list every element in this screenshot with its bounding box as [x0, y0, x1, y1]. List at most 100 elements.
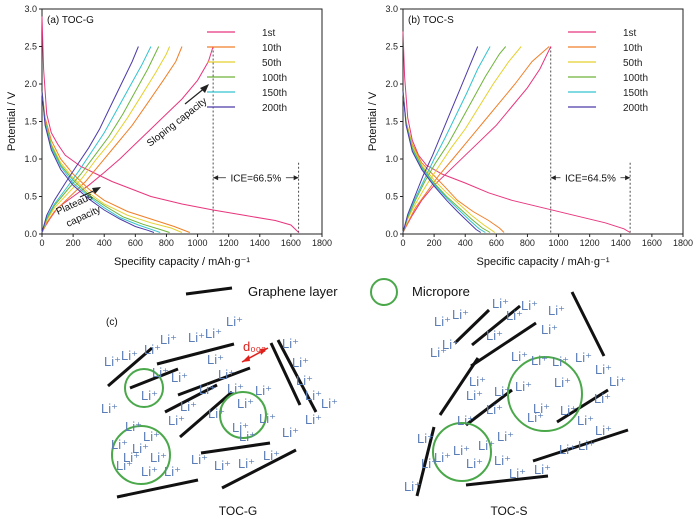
legend-label: 10th — [623, 43, 642, 54]
li-ion: Li⁺ — [232, 420, 249, 435]
micropore — [507, 356, 583, 432]
li-ion: Li⁺ — [560, 403, 577, 418]
ice-label: ICE=64.5% — [565, 173, 616, 184]
li-ion: Li⁺ — [168, 413, 185, 428]
graphene-layer — [470, 321, 537, 368]
y-tick-label: 1.5 — [24, 117, 37, 127]
li-ion: Li⁺ — [511, 349, 528, 364]
li-ion: Li⁺ — [434, 450, 451, 465]
li-ion: Li⁺ — [509, 466, 526, 481]
x-tick-label: 1800 — [673, 238, 693, 248]
legend-label: 150th — [262, 88, 287, 99]
li-ion: Li⁺ — [534, 462, 551, 477]
legend-label: 1st — [262, 28, 276, 39]
x-tick-label: 1400 — [250, 238, 270, 248]
x-tick-label: 1600 — [642, 238, 662, 248]
micropore — [219, 391, 267, 439]
li-ion: Li⁺ — [171, 370, 188, 385]
panel-b-chart: 0 200 400 600 800 1000 1200 1400 1600 1800 0.0 0.5 1… — [367, 4, 693, 268]
x-tick-label: 1600 — [281, 238, 301, 248]
y-tick-label: 1.0 — [24, 154, 37, 164]
li-ion: Li⁺ — [452, 307, 469, 322]
legend-label: 100th — [262, 73, 287, 84]
graphene-layer — [116, 478, 199, 499]
li-ion: Li⁺ — [214, 458, 231, 473]
li-ion: Li⁺ — [152, 365, 169, 380]
x-tick-label: 1000 — [549, 238, 569, 248]
li-ion: Li⁺ — [417, 431, 434, 446]
legend-label: 100th — [623, 73, 648, 84]
li-ion: Li⁺ — [111, 437, 128, 452]
li-ion: Li⁺ — [541, 322, 558, 337]
x-tick-label: 1200 — [580, 238, 600, 248]
ice-label-bg — [560, 171, 621, 184]
li-ion: Li⁺ — [121, 348, 138, 363]
li-ion: Li⁺ — [575, 350, 592, 365]
li-ion: Li⁺ — [143, 429, 160, 444]
d002-label: d₀₀₂ — [243, 339, 266, 354]
x-tick-label: 200 — [427, 238, 442, 248]
schematic-toc-g: d₀₀₂ TOC-G — [107, 339, 318, 518]
series-line-10th-charge — [402, 46, 550, 233]
li-ion: Li⁺ — [191, 452, 208, 467]
li-ion: Li⁺ — [469, 374, 486, 389]
li-ion: Li⁺ — [141, 388, 158, 403]
li-ion: Li⁺ — [421, 456, 438, 471]
series-line-200th-discharge — [41, 91, 155, 233]
series-line-10th-charge — [41, 46, 183, 233]
series-line-200th-discharge — [402, 91, 482, 233]
li-ion: Li⁺ — [282, 336, 299, 351]
li-ion: Li⁺ — [238, 456, 255, 471]
x-tick-label: 0 — [39, 238, 44, 248]
x-tick-label: 800 — [520, 238, 535, 248]
y-tick-label: 2.5 — [385, 42, 398, 52]
li-ion: Li⁺ — [132, 441, 149, 456]
y-tick-label: 1.0 — [385, 154, 398, 164]
li-ion: Li⁺ — [263, 448, 280, 463]
li-ion: Li⁺ — [239, 429, 256, 444]
li-ion: Li⁺ — [404, 479, 421, 494]
series-line-150th-charge — [41, 46, 152, 233]
li-ion: Li⁺ — [594, 391, 611, 406]
li-ion: Li⁺ — [188, 330, 205, 345]
ice-arrowhead — [550, 175, 556, 181]
schematic-legend: Graphene layer Micropore — [185, 278, 470, 306]
li-ion: Li⁺ — [430, 345, 447, 360]
li-ion: Li⁺ — [515, 379, 532, 394]
y-tick-label: 3.0 — [24, 4, 37, 14]
li-ion: Li⁺ — [104, 354, 121, 369]
graphene-layer — [129, 367, 179, 390]
li-ion: Li⁺ — [292, 355, 309, 370]
li-ion: Li⁺ — [296, 373, 313, 388]
series-line-150th-discharge — [41, 91, 161, 233]
caption-toc-s: TOC-S — [490, 504, 527, 518]
li-ion: Li⁺ — [486, 328, 503, 343]
li-ion: Li⁺ — [554, 375, 571, 390]
li-ion: Li⁺ — [609, 374, 626, 389]
li-ion: Li⁺ — [199, 382, 216, 397]
panel-label: (a) TOC-G — [47, 15, 94, 26]
li-ion: Li⁺ — [548, 303, 565, 318]
schematic-toc-s: TOC-S — [415, 291, 629, 518]
y-tick-label: 2.5 — [24, 42, 37, 52]
x-tick-label: 600 — [128, 238, 143, 248]
caption-toc-g: TOC-G — [219, 504, 257, 518]
li-ion: Li⁺ — [208, 406, 225, 421]
graphene-layer — [107, 346, 153, 388]
graphene-layer — [415, 426, 436, 497]
li-ion: Li⁺ — [595, 423, 612, 438]
li-ion: Li⁺ — [150, 450, 167, 465]
x-tick-label: 1200 — [219, 238, 239, 248]
plateaus-arrowhead — [92, 187, 101, 194]
li-ion: Li⁺ — [141, 464, 158, 479]
li-ion: Li⁺ — [453, 443, 470, 458]
y-axis-label: Potential / V — [6, 91, 18, 151]
li-ion: Li⁺ — [434, 314, 451, 329]
micropore — [111, 425, 171, 485]
li-ion: Li⁺ — [531, 353, 548, 368]
panel-a-chart: 0 200 400 600 800 1000 1200 1400 1600 1800 0.0 0.5 1… — [6, 4, 332, 268]
li-ion: Li⁺ — [521, 298, 538, 313]
y-tick-label: 0.0 — [385, 229, 398, 239]
y-tick-label: 0.0 — [24, 229, 37, 239]
x-tick-label: 200 — [66, 238, 81, 248]
